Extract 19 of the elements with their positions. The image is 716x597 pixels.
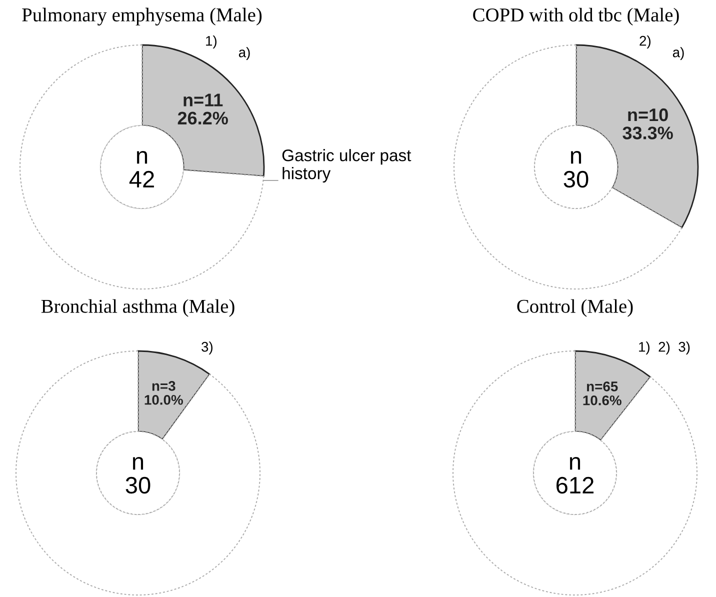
text: n 42: [129, 150, 154, 188]
data-label: n=3 10.0%: [144, 381, 183, 405]
text: 3): [202, 342, 212, 354]
text: n 612: [556, 456, 594, 494]
text: a): [238, 47, 250, 60]
slice-label: Gastric ulcer past history: [282, 149, 412, 183]
data-label: n=10 33.3%: [622, 108, 673, 140]
text: n 30: [126, 456, 150, 494]
chart-title: Pulmonary emphysema (Male): [22, 8, 262, 26]
chart-title: Control (Male): [517, 299, 633, 317]
text: 2): [640, 36, 650, 48]
text: a): [672, 47, 684, 60]
text: 1) 2) 3): [639, 342, 690, 354]
chart-title: COPD with old tbc (Male): [473, 8, 679, 26]
data-label: n=11 26.2%: [178, 94, 228, 125]
text: 1): [206, 36, 216, 48]
chart-title: Bronchial asthma (Male): [41, 299, 234, 317]
text: n 30: [564, 150, 588, 188]
data-label: n=65 10.6%: [583, 382, 622, 406]
